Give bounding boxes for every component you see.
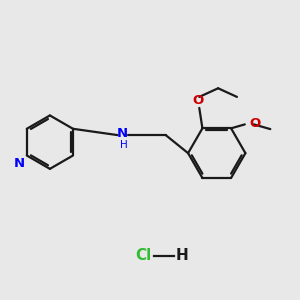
Text: H: H: [120, 140, 128, 150]
Text: H: H: [176, 248, 188, 263]
Text: O: O: [193, 94, 204, 107]
Text: O: O: [250, 117, 261, 130]
Text: Cl: Cl: [136, 248, 152, 263]
Text: N: N: [117, 127, 128, 140]
Text: N: N: [14, 157, 25, 170]
